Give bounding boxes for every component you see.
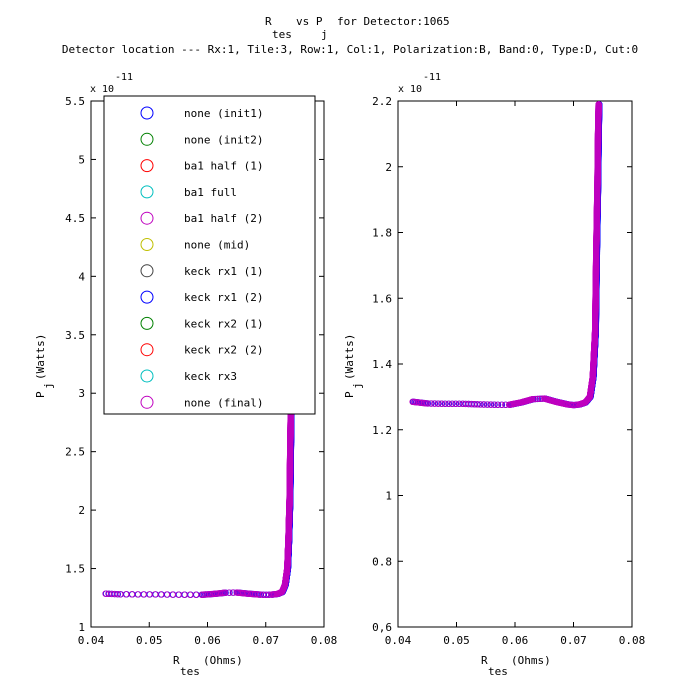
y-tick-label: 1 xyxy=(385,490,392,503)
right-data-points xyxy=(409,101,603,409)
left-panel: 0.04 0.05 0.06 0.07 0.08 1 1.5 2 2.5 3 3.5 4 4.5 5 5.… xyxy=(34,72,337,678)
legend-label: ba1 half (2) xyxy=(184,212,263,225)
x-tick-label: 0.04 xyxy=(385,634,412,647)
x-tick-label: 0.08 xyxy=(311,634,338,647)
left-y-ticks: 1 1.5 2 2.5 3 3.5 4 4.5 5 5.5 xyxy=(65,95,324,634)
data-point xyxy=(229,589,236,596)
x-tick-label: 0.07 xyxy=(560,634,587,647)
title-vs-p: vs P xyxy=(296,15,323,28)
x-tick-label: 0.06 xyxy=(502,634,529,647)
y-tick-label: 1 xyxy=(78,621,85,634)
legend-label: keck rx2 (2) xyxy=(184,344,263,357)
legend-label: none (init1) xyxy=(184,107,263,120)
y-tick-label: 5 xyxy=(78,153,85,166)
legend-label: keck rx3 xyxy=(184,370,237,383)
y-tick-label: 5.5 xyxy=(65,95,85,108)
legend-label: none (mid) xyxy=(184,239,250,252)
legend-label: keck rx1 (2) xyxy=(184,291,263,304)
y-tick-label: 3.5 xyxy=(65,329,85,342)
legend: none (init1) none (init2) ba1 half (1) ba1 … xyxy=(103,95,316,415)
legend-label: ba1 half (1) xyxy=(184,160,263,173)
x-tick-label: 0.05 xyxy=(443,634,470,647)
left-ylabel-sub: j xyxy=(42,382,55,389)
legend-label: none (init2) xyxy=(184,133,263,146)
legend-label: keck rx1 (1) xyxy=(184,265,263,278)
y-tick-label: 3 xyxy=(78,387,85,400)
right-x-ticks: 0.04 0.05 0.06 0.07 0.08 xyxy=(385,101,646,647)
y-tick-label: 2 xyxy=(78,504,85,517)
left-data-points xyxy=(102,407,295,599)
right-panel: 0.04 0.05 0.06 0.07 0.08 0,6 0.8 1 1.2 1.4 1.6 1.8… xyxy=(343,72,645,678)
y-tick-label: 4 xyxy=(78,270,85,283)
left-xlabel-sub: tes xyxy=(180,665,200,678)
legend-label: none (final) xyxy=(184,396,263,409)
left-ylabel: P j (Watts) xyxy=(34,334,55,398)
legend-label: ba1 full xyxy=(184,186,237,199)
y-tick-label: 1.4 xyxy=(372,358,392,371)
y-tick-label: 2.5 xyxy=(65,446,85,459)
y-tick-label: 1.8 xyxy=(372,227,392,240)
left-xlabel-unit: (Ohms) xyxy=(203,654,243,667)
left-x-ticks: 0.04 0.05 0.06 0.07 0.08 xyxy=(78,101,338,647)
x-tick-label: 0.04 xyxy=(78,634,105,647)
left-multiplier-exponent: -11 xyxy=(115,72,133,83)
y-tick-label: 1.2 xyxy=(372,424,392,437)
y-tick-label: 1.6 xyxy=(372,292,392,305)
figure-title: R vs P for Detector:1065 tes j Detector … xyxy=(62,15,638,56)
y-tick-label: 0.8 xyxy=(372,555,392,568)
left-xlabel-main: R xyxy=(173,654,180,667)
left-ylabel-main: P xyxy=(34,391,47,398)
x-tick-label: 0.08 xyxy=(619,634,646,647)
title-r: R xyxy=(265,15,272,28)
title-subscript-j: j xyxy=(321,28,328,41)
y-tick-label: 4.5 xyxy=(65,212,85,225)
legend-label: keck rx2 (1) xyxy=(184,317,263,330)
left-ylabel-unit: (Watts) xyxy=(34,334,47,380)
x-tick-label: 0.05 xyxy=(136,634,163,647)
title-detector-location: Detector location --- Rx:1, Tile:3, Row:… xyxy=(62,43,638,56)
title-subscript-tes: tes xyxy=(272,28,292,41)
left-multiplier-base: x 10 xyxy=(90,84,114,95)
y-tick-label: 2 xyxy=(385,161,392,174)
y-tick-label: 0,6 xyxy=(372,621,392,634)
data-point xyxy=(225,589,233,596)
x-tick-label: 0.06 xyxy=(194,634,221,647)
data-point xyxy=(114,590,121,598)
x-tick-label: 0.07 xyxy=(253,634,280,647)
y-tick-label: 1.5 xyxy=(65,563,85,576)
y-tick-label: 2.2 xyxy=(372,95,392,108)
data-point xyxy=(221,589,229,596)
title-detector: for Detector:1065 xyxy=(337,15,450,28)
